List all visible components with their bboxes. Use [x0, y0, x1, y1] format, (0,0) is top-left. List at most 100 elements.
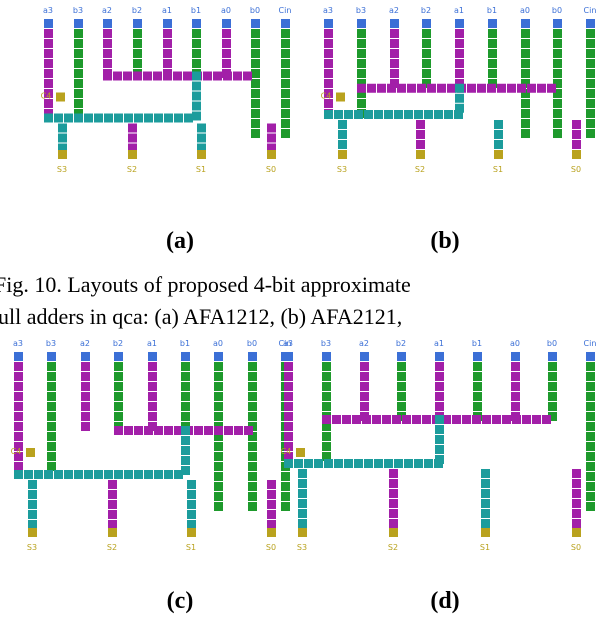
qca-cell — [444, 110, 453, 119]
qca-cell — [251, 59, 260, 68]
qca-cell — [94, 113, 103, 123]
qca-cell — [44, 470, 53, 479]
qca-cell — [267, 500, 276, 509]
qca-cell — [548, 402, 557, 411]
qca-cell — [336, 92, 345, 102]
output-label: S2 — [127, 165, 137, 174]
qca-cell — [181, 426, 190, 435]
qca-cell — [187, 520, 196, 529]
qca-cell — [397, 402, 406, 411]
qca-cell — [64, 470, 73, 479]
qca-cell — [84, 113, 93, 123]
qca-cell — [74, 69, 83, 78]
input-label: a1 — [434, 339, 444, 348]
qca-cell — [267, 133, 276, 143]
qca-cell — [507, 83, 516, 93]
input-label: b1 — [472, 339, 482, 348]
qca-cell — [390, 69, 399, 78]
qca-cell — [586, 482, 595, 491]
qca-cell — [422, 59, 431, 68]
qca-cell — [163, 71, 172, 81]
qca-cell — [481, 499, 490, 508]
qca-cell — [553, 89, 562, 98]
qca-cell — [338, 120, 347, 129]
qca-cell — [281, 99, 290, 108]
qca-cell — [344, 459, 353, 468]
qca-cell — [572, 519, 581, 528]
qca-cell — [114, 470, 123, 479]
qca-cell — [214, 352, 223, 361]
qca-cell — [114, 352, 123, 361]
qca-cell — [586, 502, 595, 511]
qca-cell — [81, 382, 90, 391]
qca-cell — [197, 150, 206, 159]
qca-cell — [397, 352, 406, 361]
qca-cell — [192, 101, 201, 111]
qca-cell — [251, 29, 260, 38]
input-label: b0 — [552, 6, 562, 15]
qca-cell — [81, 372, 90, 381]
qca-cell — [248, 472, 257, 481]
qca-cell — [357, 79, 366, 88]
qca-cell — [58, 133, 67, 143]
qca-cell — [481, 469, 490, 478]
qca-cell — [223, 71, 232, 81]
qca-cell — [572, 479, 581, 488]
qca-cell — [181, 456, 190, 465]
qca-cell — [284, 362, 293, 371]
qca-cell — [104, 113, 113, 123]
qca-cell — [452, 415, 461, 424]
qca-cell — [108, 528, 117, 537]
panel-caption: (c) — [167, 588, 194, 614]
qca-cell — [392, 415, 401, 424]
qca-cell — [521, 39, 530, 48]
input-label: a3 — [43, 6, 53, 15]
qca-cell — [284, 372, 293, 381]
qca-cell — [214, 362, 223, 371]
qca-cell — [521, 49, 530, 58]
qca-cell — [213, 71, 222, 81]
qca-cell — [133, 71, 142, 81]
output-label: S2 — [107, 543, 117, 552]
qca-cell — [114, 382, 123, 391]
qca-cell — [233, 71, 242, 81]
input-label: b0 — [247, 339, 257, 348]
qca-cell — [192, 59, 201, 68]
qca-cell — [397, 392, 406, 401]
input-label: b0 — [250, 6, 260, 15]
qca-cell — [324, 459, 333, 468]
qca-cell — [362, 415, 371, 424]
qca-cell — [447, 83, 456, 93]
qca-cell — [521, 29, 530, 38]
qca-cell — [133, 49, 142, 58]
qca-cell — [586, 492, 595, 501]
qca-cell — [187, 480, 196, 489]
qca-cell — [113, 71, 122, 81]
qca-cell — [281, 49, 290, 58]
input-label: Cin — [584, 339, 597, 348]
qca-cell — [148, 402, 157, 411]
qca-cell — [488, 69, 497, 78]
qca-cell — [298, 519, 307, 528]
qca-cell — [74, 59, 83, 68]
qca-cell — [164, 470, 173, 479]
qca-cell — [281, 109, 290, 118]
qca-cell — [114, 426, 123, 435]
qca-cell — [47, 372, 56, 381]
qca-cell — [81, 412, 90, 421]
qca-cell — [204, 426, 213, 435]
qca-cell — [416, 120, 425, 129]
qca-cell — [494, 130, 503, 139]
qca-cell — [572, 140, 581, 149]
qca-cell — [360, 402, 369, 411]
qca-cell — [324, 99, 333, 108]
qca-cell — [435, 455, 444, 464]
qca-cell — [357, 69, 366, 78]
qca-cell — [397, 362, 406, 371]
qca-cell — [124, 426, 133, 435]
input-label: a0 — [520, 6, 530, 15]
qca-cell — [248, 382, 257, 391]
qca-cell — [548, 382, 557, 391]
qca-cell — [192, 19, 201, 28]
qca-cell — [248, 492, 257, 501]
